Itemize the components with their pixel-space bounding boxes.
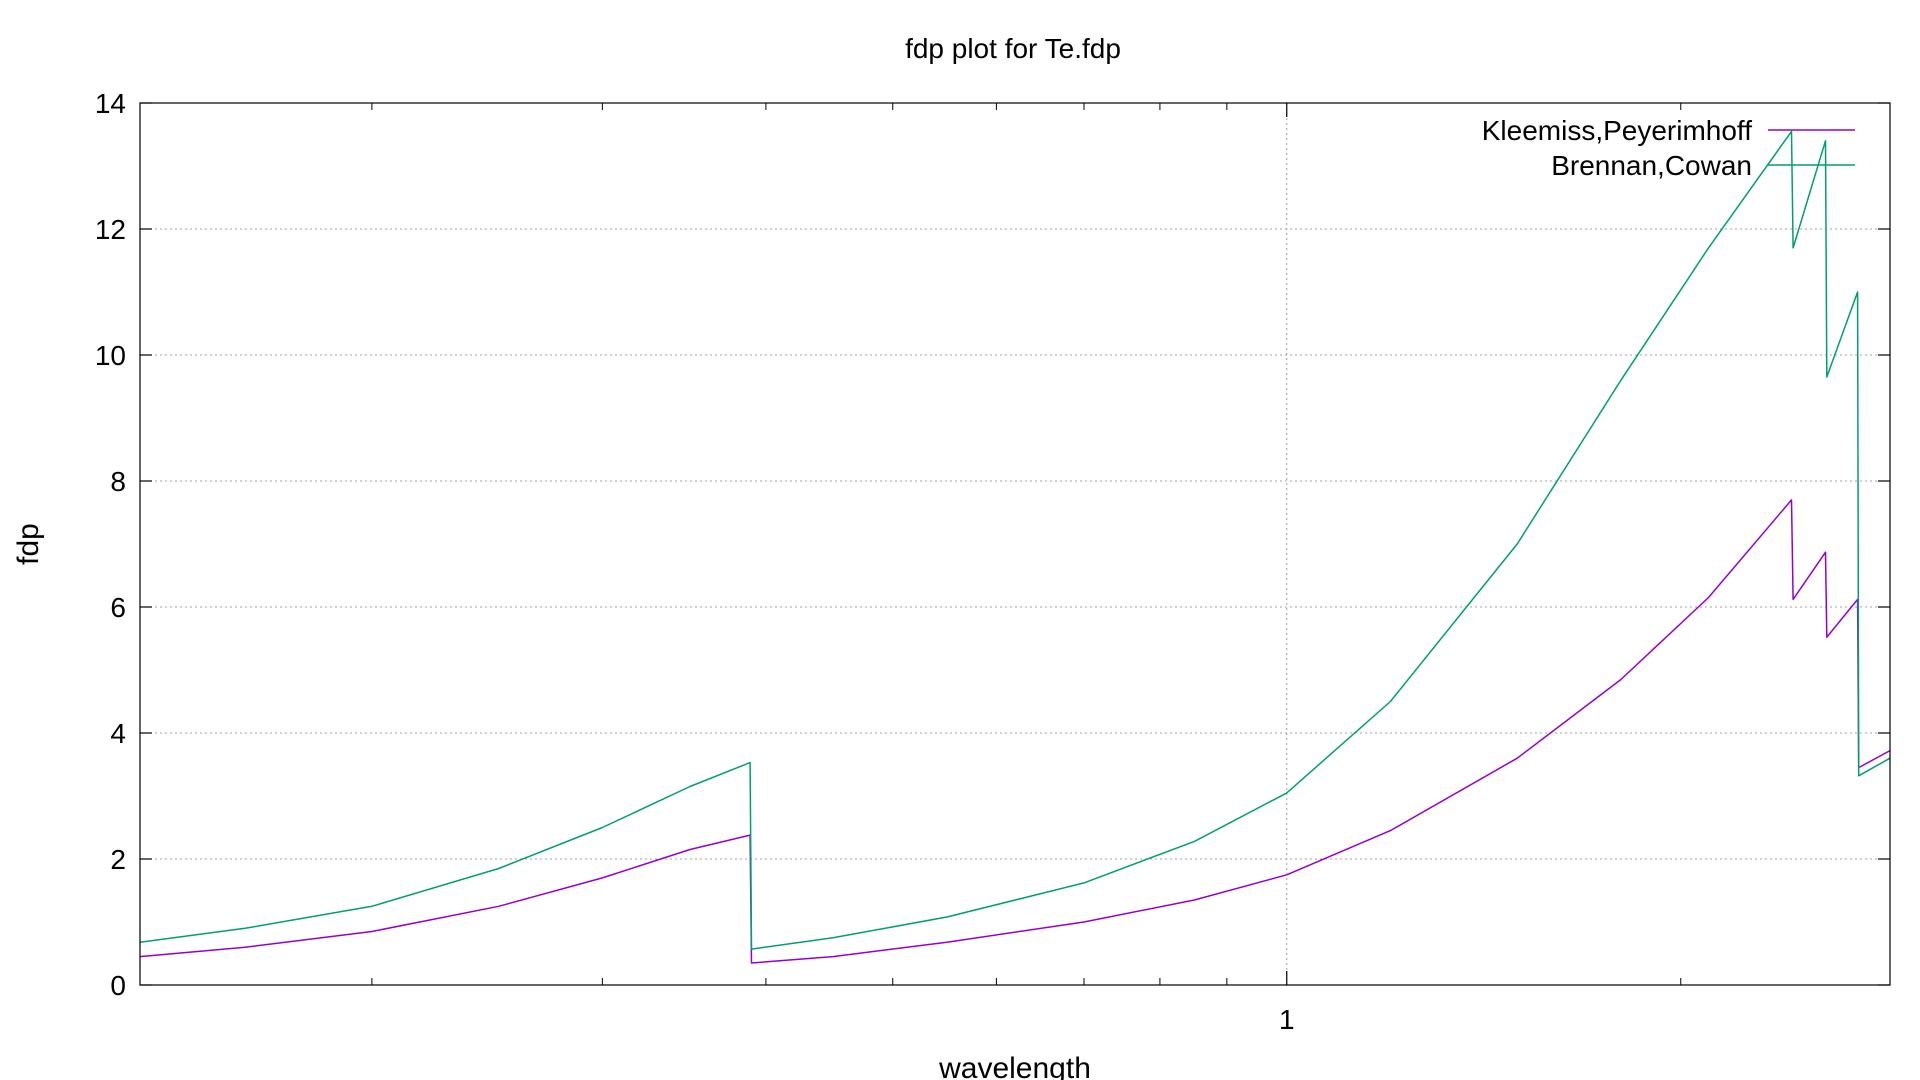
y-tick-label: 6 — [110, 592, 126, 623]
y-tick-label: 0 — [110, 970, 126, 1001]
x-tick-label: 1 — [1279, 1004, 1295, 1035]
y-tick-label: 8 — [110, 466, 126, 497]
x-axis-label: wavelength — [938, 1052, 1091, 1080]
y-tick-label: 14 — [95, 88, 126, 119]
legend-label: Brennan,Cowan — [1551, 150, 1752, 181]
series-line-0 — [139, 499, 1891, 964]
plot-frame — [139, 102, 1891, 986]
series-line-1 — [139, 130, 1891, 950]
y-axis-label: fdp — [12, 523, 45, 565]
y-tick-label: 2 — [110, 844, 126, 875]
y-tick-label: 4 — [110, 718, 126, 749]
grid — [140, 103, 1890, 985]
legend: Kleemiss,Peyerimhoff Brennan,Cowan — [1482, 115, 1855, 181]
series-group — [139, 130, 1891, 964]
chart-title: fdp plot for Te.fdp — [905, 33, 1121, 64]
axis-ticks: 0 2 4 6 8 10 12 14 1 — [95, 88, 1890, 1035]
y-tick-label: 10 — [95, 340, 126, 371]
y-tick-label: 12 — [95, 214, 126, 245]
legend-label: Kleemiss,Peyerimhoff — [1482, 115, 1752, 146]
